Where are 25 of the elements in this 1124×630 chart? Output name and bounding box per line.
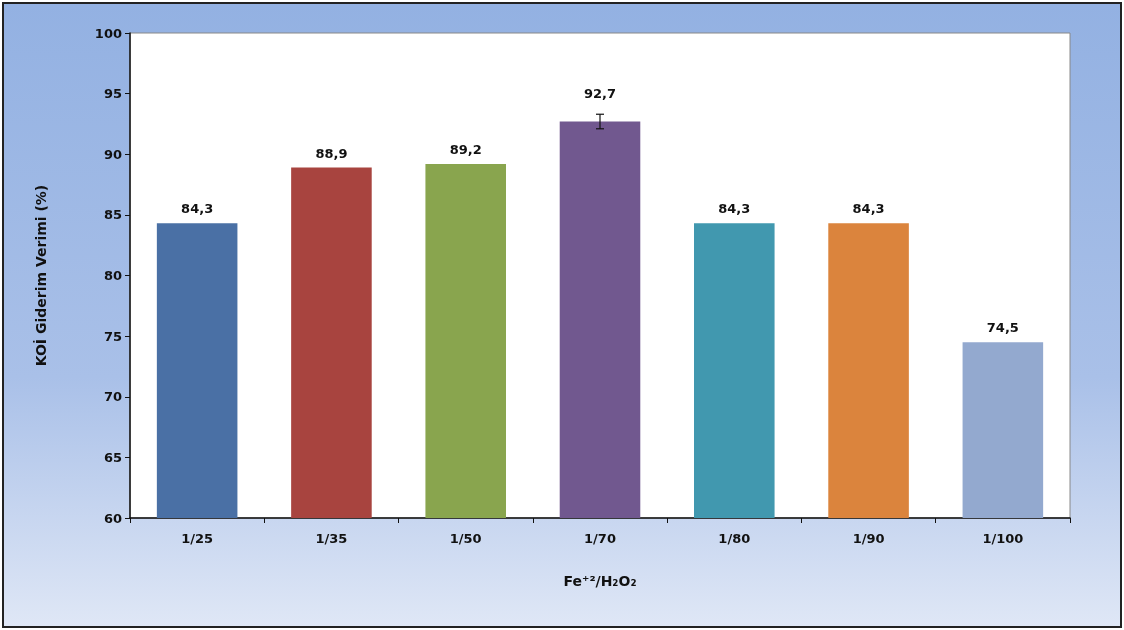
x-tick-label: 1/100 (982, 531, 1024, 546)
data-label: 92,7 (583, 85, 617, 101)
y-tick-label: 70 (103, 389, 122, 405)
y-tick-label: 75 (103, 328, 122, 344)
y-tick-label: 95 (103, 86, 122, 102)
data-label: 88,9 (315, 145, 348, 161)
y-tick-label: 80 (103, 268, 122, 283)
y-tick-label: 60 (103, 510, 122, 526)
x-tick-label: 1/25 (181, 531, 214, 546)
y-tick-label: 65 (103, 449, 122, 465)
x-tick-label: 1/70 (584, 531, 616, 546)
x-tick-label: 1/80 (718, 531, 751, 546)
x-tick-label: 1/35 (315, 531, 348, 546)
data-label: 84,3 (181, 201, 214, 217)
y-axis-title: KOİ Giderim Verimi (%) (33, 184, 49, 367)
x-tick-label: 1/50 (449, 531, 482, 546)
y-tick-label: 85 (103, 207, 122, 223)
x-axis-title: Fe⁺²/H₂O₂ (563, 573, 637, 589)
x-tick-label: 1/90 (852, 531, 885, 546)
data-label: 84,3 (718, 201, 751, 217)
data-label: 74,5 (986, 320, 1019, 336)
y-tick-label: 90 (103, 146, 122, 162)
data-label: 89,2 (449, 141, 482, 157)
data-label: 84,3 (852, 201, 885, 217)
y-tick-label: 100 (94, 25, 122, 41)
